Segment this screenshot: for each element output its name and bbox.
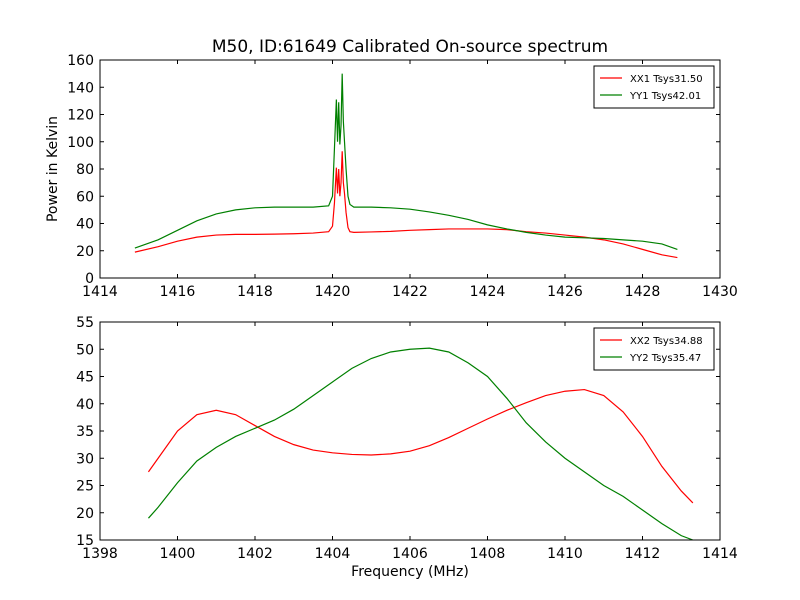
top-x-tick-label: 1414 <box>82 284 118 300</box>
bottom-y-tick-label: 35 <box>76 424 94 440</box>
bottom-legend-label-1: XX2 Tsys34.88 <box>630 336 703 347</box>
top-y-tick-label: 140 <box>67 80 94 96</box>
top-legend: XX1 Tsys31.50 YY1 Tsys42.01 <box>593 65 715 109</box>
bottom-y-tick-label: 45 <box>76 370 94 386</box>
top-x-tick-label: 1422 <box>392 284 428 300</box>
bottom-x-tick-label: 1414 <box>702 546 738 562</box>
bottom-x-tick-label: 1398 <box>82 546 118 562</box>
top-y-tick-label: 100 <box>67 135 94 151</box>
chart-title: M50, ID:61649 Calibrated On-source spect… <box>212 37 608 57</box>
bottom-y-tick-label: 50 <box>76 342 94 358</box>
top-y-tick-label: 160 <box>67 53 94 69</box>
top-y-tick-label: 20 <box>76 244 94 260</box>
top-y-tick-label: 80 <box>76 162 94 178</box>
top-x-tick-label: 1416 <box>160 284 196 300</box>
bottom-x-tick-label: 1412 <box>625 546 661 562</box>
bottom-y-tick-label: 40 <box>76 397 94 413</box>
bottom-x-tick-label: 1406 <box>392 546 428 562</box>
top-y-tick-label: 120 <box>67 108 94 124</box>
top-panel: 1414 1416 1418 1420 1422 1424 1426 1428 1430 0 20 4… <box>67 53 738 300</box>
bottom-x-tick-label: 1400 <box>160 546 196 562</box>
bottom-y-tick-label: 30 <box>76 451 94 467</box>
top-y-tick-label: 60 <box>76 189 94 205</box>
bottom-y-tick-label: 15 <box>76 533 94 549</box>
bottom-x-tick-label: 1408 <box>470 546 506 562</box>
top-x-tick-label: 1428 <box>625 284 661 300</box>
top-series-line-2 <box>134 73 678 250</box>
bottom-panel: 1398 1400 1402 1404 1406 1408 1410 1412 1414 15 20… <box>76 315 738 562</box>
top-x-tick-label: 1426 <box>547 284 583 300</box>
top-legend-box <box>593 65 715 109</box>
top-x-tick-label: 1420 <box>315 284 351 300</box>
bottom-legend: XX2 Tsys34.88 YY2 Tsys35.47 <box>593 327 715 371</box>
bottom-y-tick-label: 25 <box>76 479 94 495</box>
bottom-legend-box <box>593 327 715 371</box>
bottom-y-tick-label: 55 <box>76 315 94 331</box>
top-x-tick-label: 1430 <box>702 284 738 300</box>
bottom-x-tick-label: 1402 <box>237 546 273 562</box>
bottom-x-axis-label: Frequency (MHz) <box>351 564 469 580</box>
bottom-x-tick-label: 1410 <box>547 546 583 562</box>
top-y-axis-label: Power in Kelvin <box>45 116 61 222</box>
bottom-y-tick-label: 20 <box>76 506 94 522</box>
top-y-tick-label: 0 <box>85 271 94 287</box>
top-x-tick-label: 1424 <box>470 284 506 300</box>
top-series-line-1 <box>134 151 678 259</box>
top-legend-label-1: XX1 Tsys31.50 <box>630 74 703 85</box>
top-y-tick-label: 40 <box>76 217 94 233</box>
bottom-series-line-1 <box>147 388 694 504</box>
bottom-legend-label-2: YY2 Tsys35.47 <box>629 353 701 364</box>
bottom-series-line-2 <box>147 347 694 540</box>
bottom-x-tick-label: 1404 <box>315 546 351 562</box>
top-x-tick-label: 1418 <box>237 284 273 300</box>
top-legend-label-2: YY1 Tsys42.01 <box>629 91 701 102</box>
